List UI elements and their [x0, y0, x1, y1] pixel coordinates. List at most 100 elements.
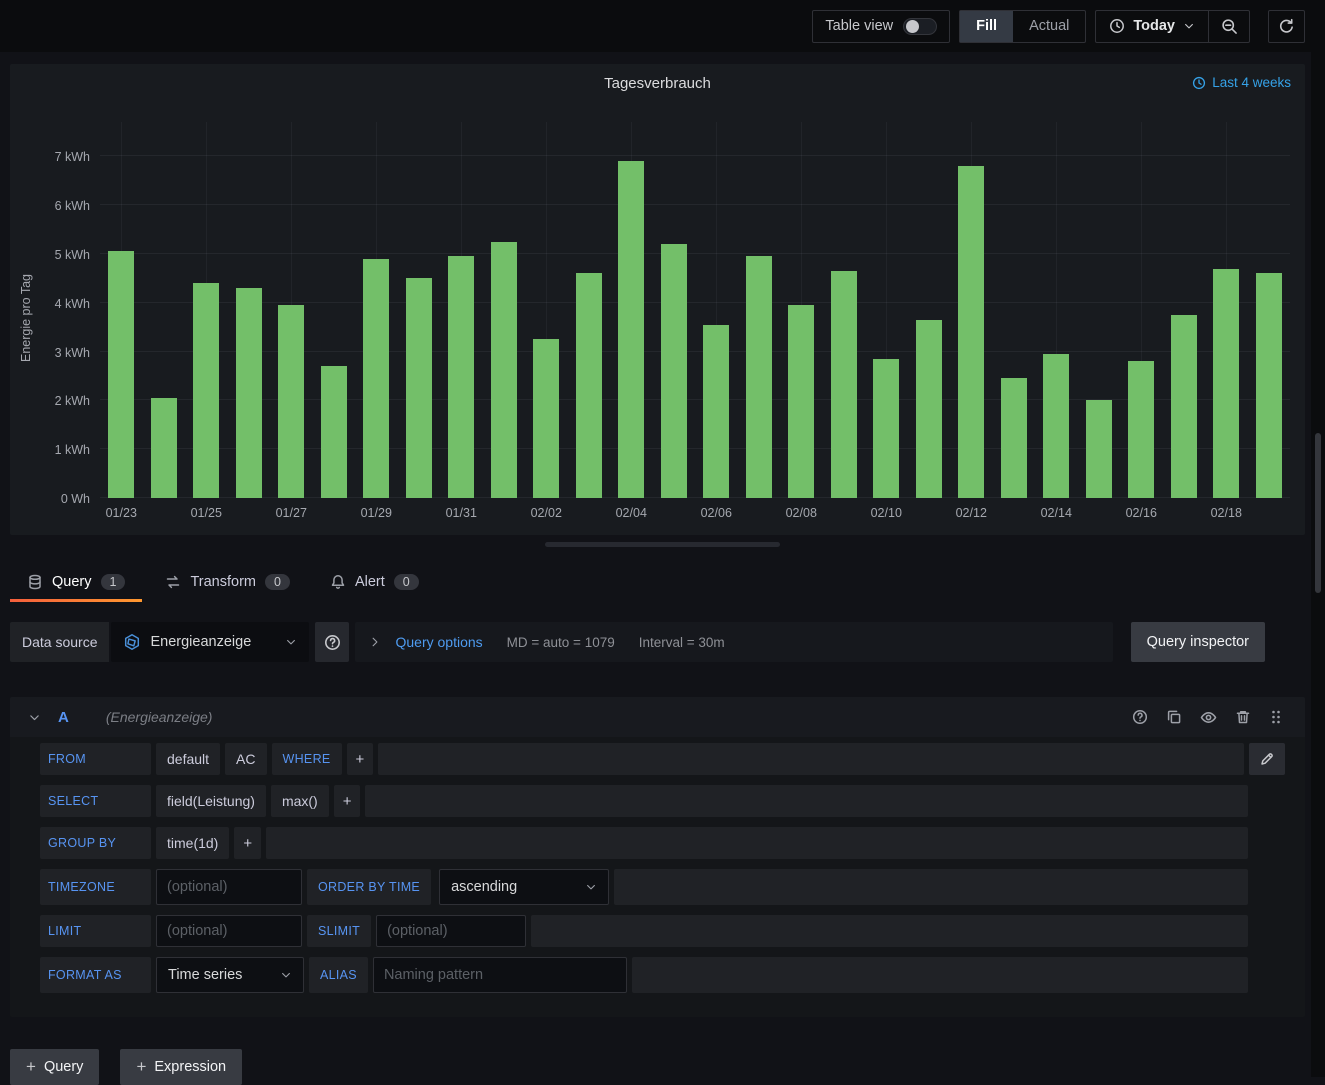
interval: Interval = 30m [639, 635, 725, 650]
bar-02/05[interactable] [661, 244, 687, 498]
bar-02/06[interactable] [703, 325, 729, 498]
collapse-chevron-icon[interactable] [28, 711, 41, 724]
table-view-toggle[interactable] [903, 18, 937, 35]
query-options-link[interactable]: Query options [395, 634, 482, 650]
x-tick-label: 02/02 [531, 506, 562, 520]
database-icon [27, 574, 43, 590]
bar-02/18[interactable] [1213, 269, 1239, 499]
chevron-down-icon [280, 969, 292, 981]
bar-01/26[interactable] [236, 288, 262, 498]
limit-input[interactable] [156, 915, 302, 947]
bar-02/09[interactable] [831, 271, 857, 498]
zoom-out-button[interactable] [1209, 11, 1249, 42]
slimit-input[interactable] [376, 915, 526, 947]
query-editor-card: A (Energieanzeige) FROM default AC [10, 697, 1305, 1017]
bar-02/12[interactable] [958, 166, 984, 498]
bar-01/30[interactable] [406, 278, 432, 498]
select-aggregation-segment[interactable]: max() [271, 785, 329, 817]
time-shift-label: Last 4 weeks [1212, 75, 1291, 90]
bar-02/01[interactable] [491, 242, 517, 498]
help-circle-icon[interactable] [1132, 709, 1148, 725]
add-select-part-button[interactable]: + [334, 785, 361, 817]
timezone-input[interactable] [156, 869, 302, 905]
bar-02/02[interactable] [533, 339, 559, 498]
format-row: FORMAT AS Time series ALIAS [40, 957, 1285, 993]
bar-column: 02/06 [695, 122, 738, 498]
order-by-select[interactable]: ascending [439, 869, 609, 905]
y-tick-label: 2 kWh [55, 394, 90, 408]
bar-02/04[interactable] [618, 161, 644, 498]
query-datasource-hint: (Energieanzeige) [106, 709, 213, 725]
select-field-segment[interactable]: field(Leistung) [156, 785, 266, 817]
gridline-horizontal [100, 253, 1290, 254]
add-where-condition-button[interactable]: + [347, 743, 374, 775]
tab-transform[interactable]: Transform 0 [148, 561, 306, 602]
bar-01/31[interactable] [448, 256, 474, 498]
from-policy-segment[interactable]: default [156, 743, 220, 775]
bar-02/16[interactable] [1128, 361, 1154, 498]
table-view-group: Table view [812, 10, 950, 43]
add-query-label: Query [44, 1059, 84, 1075]
limit-row: LIMIT SLIMIT [40, 915, 1285, 947]
refresh-button[interactable] [1268, 10, 1305, 43]
bar-02/14[interactable] [1043, 354, 1069, 498]
tab-label: Transform [190, 574, 256, 590]
bar-01/24[interactable] [151, 398, 177, 498]
datasource-label: Data source [10, 622, 109, 662]
row-filler [365, 785, 1248, 817]
query-inspector-button[interactable]: Query inspector [1131, 622, 1265, 662]
time-shift-indicator[interactable]: Last 4 weeks [1192, 75, 1291, 90]
bar-02/13[interactable] [1001, 378, 1027, 498]
bar-02/08[interactable] [788, 305, 814, 498]
bar-01/25[interactable] [193, 283, 219, 498]
bar-02/07[interactable] [746, 256, 772, 498]
row-filler [266, 827, 1248, 859]
y-tick-label: 1 kWh [55, 443, 90, 457]
from-row: FROM default AC WHERE + [40, 743, 1285, 775]
alias-input[interactable] [373, 957, 627, 993]
from-measurement-segment[interactable]: AC [225, 743, 266, 775]
max-data-points: MD = auto = 1079 [507, 635, 615, 650]
bar-02/11[interactable] [916, 320, 942, 498]
actual-button[interactable]: Actual [1013, 11, 1085, 42]
bar-column [653, 122, 696, 498]
x-tick-label: 02/12 [956, 506, 987, 520]
bar-column [993, 122, 1036, 498]
bar-02/10[interactable] [873, 359, 899, 498]
add-expression-button[interactable]: + Expression [120, 1049, 242, 1085]
x-tick-label: 02/18 [1211, 506, 1242, 520]
bar-02/19[interactable] [1256, 273, 1282, 498]
tab-alert[interactable]: Alert 0 [313, 561, 436, 602]
add-query-button[interactable]: + Query [10, 1049, 99, 1085]
bar-02/17[interactable] [1171, 315, 1197, 498]
panel-resize-handle[interactable] [545, 542, 780, 547]
limit-label: LIMIT [40, 915, 151, 947]
datasource-help-button[interactable] [315, 622, 349, 662]
bar-column [398, 122, 441, 498]
time-range-picker[interactable]: Today [1096, 11, 1208, 42]
from-label: FROM [40, 743, 151, 775]
select-label: SELECT [40, 785, 151, 817]
bar-02/03[interactable] [576, 273, 602, 498]
tab-query[interactable]: Query 1 [10, 561, 142, 602]
format-as-select[interactable]: Time series [156, 957, 304, 993]
bar-01/27[interactable] [278, 305, 304, 498]
datasource-picker[interactable]: Energieanzeige [111, 622, 309, 662]
chevron-right-icon [369, 636, 381, 648]
add-group-by-button[interactable]: + [234, 827, 261, 859]
fill-button[interactable]: Fill [960, 11, 1013, 42]
y-tick-label: 5 kWh [55, 248, 90, 262]
trash-icon[interactable] [1235, 709, 1251, 725]
query-options-bar[interactable]: Query options MD = auto = 1079 Interval … [355, 622, 1112, 662]
duplicate-icon[interactable] [1166, 709, 1182, 725]
group-by-time-segment[interactable]: time(1d) [156, 827, 229, 859]
bar-01/29[interactable] [363, 259, 389, 498]
edit-raw-query-button[interactable] [1249, 743, 1285, 775]
bar-01/23[interactable] [108, 251, 134, 498]
timezone-row: TIMEZONE ORDER BY TIME ascending [40, 869, 1285, 905]
bar-02/15[interactable] [1086, 400, 1112, 498]
drag-handle-icon[interactable] [1269, 709, 1283, 725]
eye-icon[interactable] [1200, 709, 1217, 726]
bar-01/28[interactable] [321, 366, 347, 498]
vertical-scrollbar[interactable] [1315, 433, 1321, 593]
